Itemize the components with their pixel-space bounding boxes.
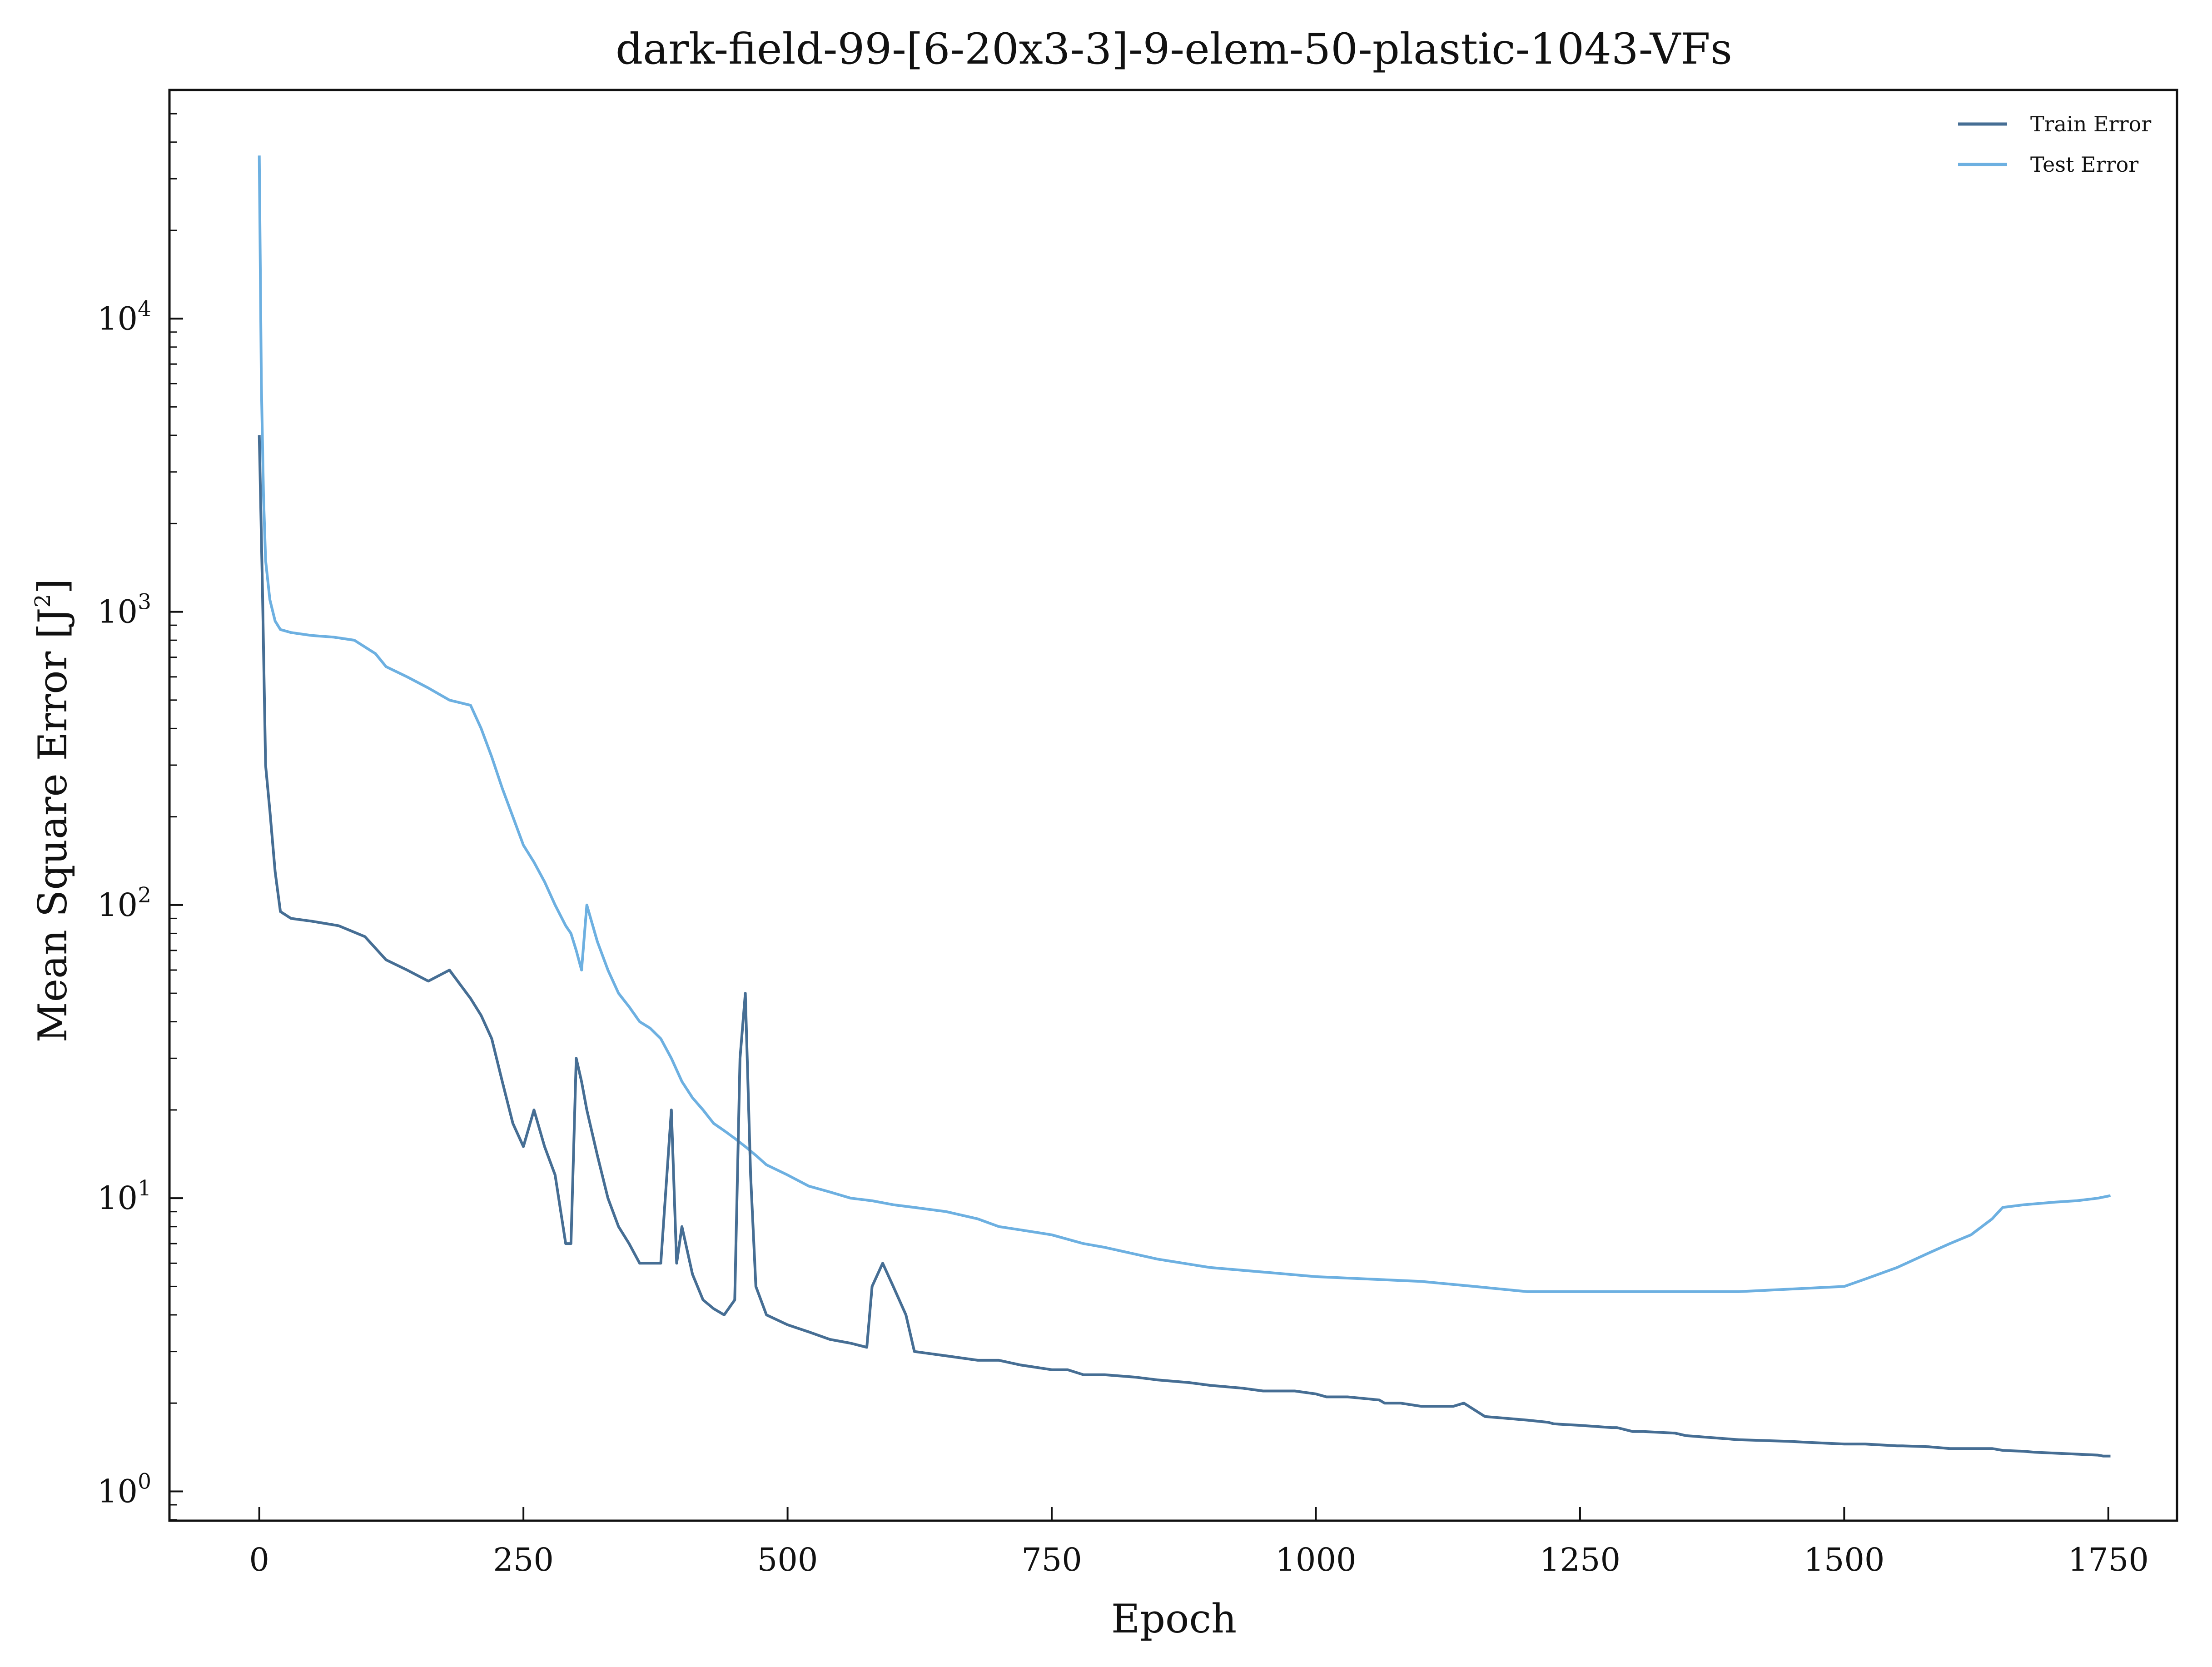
legend-label-test: Test Error xyxy=(2030,152,2138,177)
x-tick-label: 1500 xyxy=(1804,1541,1884,1578)
x-tick-label: 250 xyxy=(493,1541,554,1578)
y-tick-label: 103 xyxy=(97,590,151,631)
y-tick-base: 10 xyxy=(97,593,138,631)
y-tick-exponent: 3 xyxy=(138,590,151,615)
x-tick-label: 1250 xyxy=(1540,1541,1620,1578)
y-tick-label: 100 xyxy=(97,1469,151,1510)
y-axis-label-close: ] xyxy=(30,578,76,594)
y-tick-label: 101 xyxy=(97,1176,151,1217)
x-tick-label: 500 xyxy=(757,1541,818,1578)
x-tick-label: 1000 xyxy=(1275,1541,1356,1578)
series-layer xyxy=(258,155,2111,1458)
x-tick-label: 0 xyxy=(249,1541,269,1578)
y-tick-exponent: 2 xyxy=(138,883,151,908)
x-axis-label: Epoch xyxy=(1111,1596,1237,1642)
y-axis-label-text: Mean Square Error [J xyxy=(30,607,76,1042)
y-tick-exponent: 4 xyxy=(138,296,151,321)
y-tick-label: 104 xyxy=(97,296,151,337)
y-tick-exponent: 1 xyxy=(138,1176,151,1201)
y-tick-base: 10 xyxy=(97,300,138,337)
legend: Train Error Test Error xyxy=(1958,112,2151,177)
y-tick-base: 10 xyxy=(97,1473,138,1510)
x-tick-label: 1750 xyxy=(2068,1541,2149,1578)
x-tick-label: 750 xyxy=(1021,1541,1082,1578)
y-tick-base: 10 xyxy=(97,1179,138,1217)
plot-area: 0 250 500 750 1000 1250 1500 1750 1001011021031… xyxy=(97,89,2178,1578)
y-axis-label-superscript: 2 xyxy=(30,594,55,607)
y-tick-label: 102 xyxy=(97,883,151,924)
train-error-line xyxy=(258,435,2111,1458)
y-tick-base: 10 xyxy=(97,886,138,924)
test-error-line xyxy=(258,155,2111,1293)
chart-title: dark-field-99-[6-20x3-3]-9-elem-50-plast… xyxy=(616,25,1732,74)
y-axis-label: Mean Square Error [J2] xyxy=(30,578,76,1042)
y-tick-exponent: 0 xyxy=(138,1469,151,1494)
legend-label-train: Train Error xyxy=(2030,112,2151,136)
x-axis-ticks: 0 250 500 750 1000 1250 1500 1750 xyxy=(249,1507,2149,1578)
plot-frame xyxy=(168,89,2178,1522)
